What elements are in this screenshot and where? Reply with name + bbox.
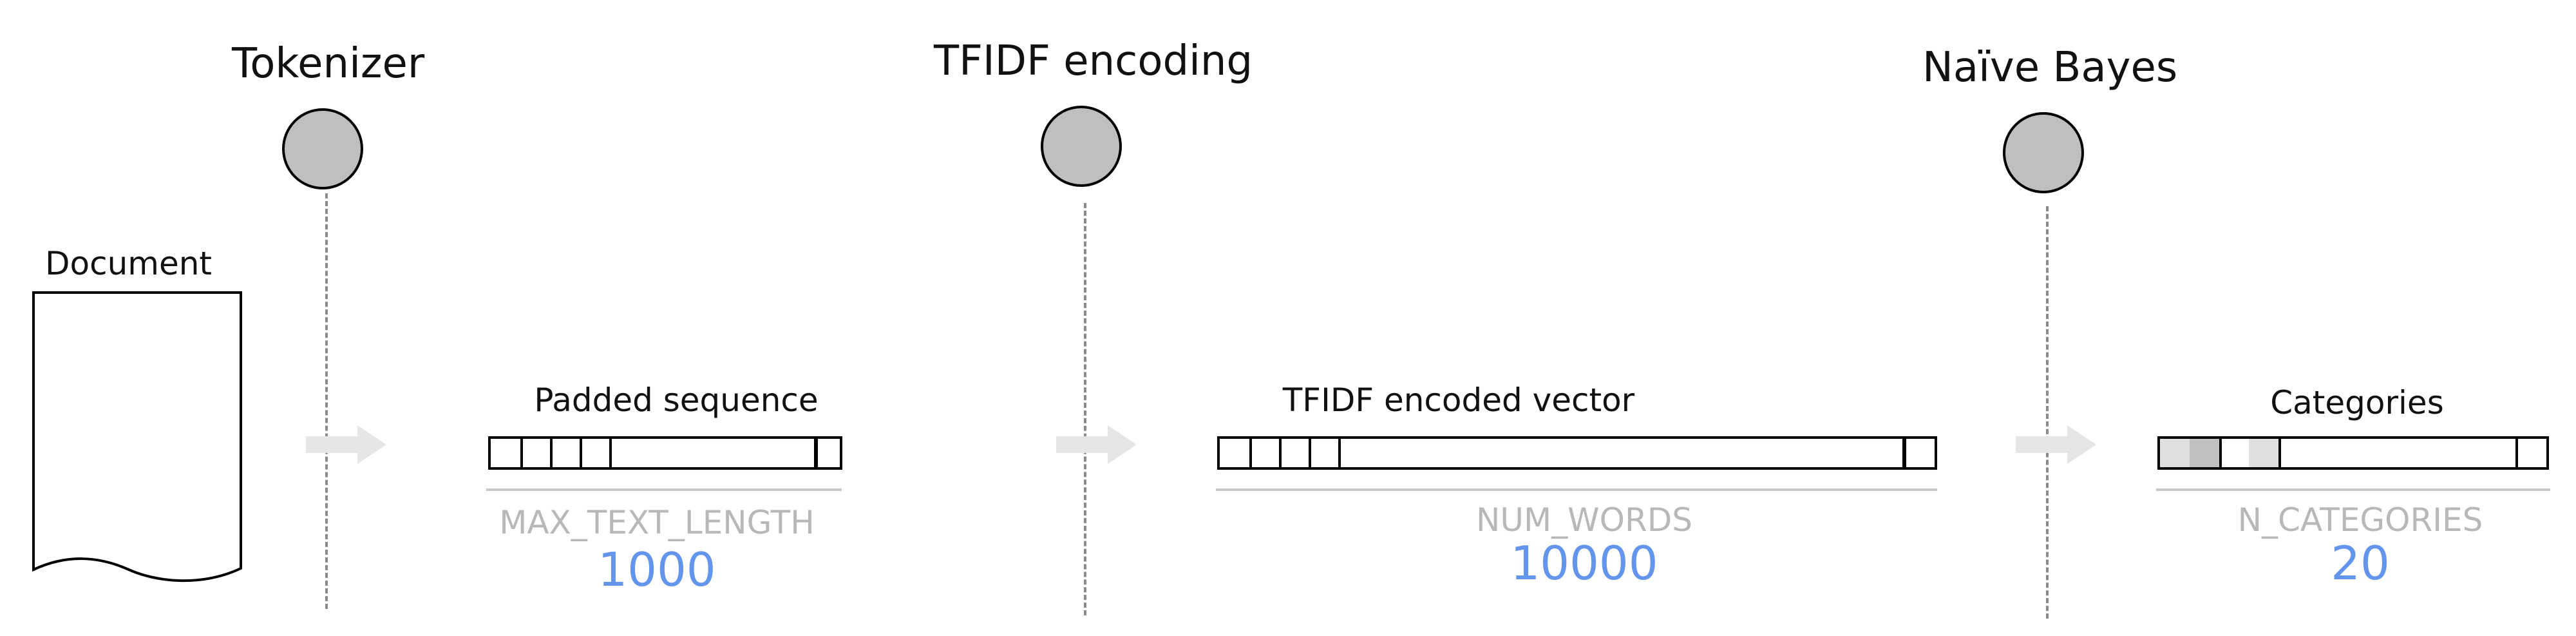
n-categories-label: N_CATEGORIES xyxy=(2237,501,2483,539)
vector-cell xyxy=(1309,439,1341,467)
vector-cell xyxy=(1220,439,1906,467)
vector-cell xyxy=(1279,439,1311,467)
tokenizer-title: Tokenizer xyxy=(232,40,425,88)
flow-arrow-1 xyxy=(306,425,386,464)
category-cell xyxy=(2249,439,2281,467)
naive-bayes-title: Naïve Bayes xyxy=(1922,44,2178,92)
document-label: Document xyxy=(45,245,213,282)
n-categories-value: 20 xyxy=(2331,536,2390,590)
tfidf-divider xyxy=(1084,203,1086,615)
sequence-cell xyxy=(550,439,582,467)
num-words-label: NUM_WORDS xyxy=(1476,501,1692,539)
naive-bayes-divider xyxy=(2046,206,2049,619)
flow-arrow-2 xyxy=(1056,425,1137,464)
num-words-value: 10000 xyxy=(1510,536,1658,590)
categories-label: Categories xyxy=(2270,384,2444,421)
sequence-cell xyxy=(520,439,553,467)
vector-cell xyxy=(1220,439,1252,467)
tfidf-vector-label: TFIDF encoded vector xyxy=(1282,381,1635,419)
sequence-cell xyxy=(580,439,612,467)
tokenizer-node xyxy=(282,108,363,189)
sequence-cell xyxy=(491,439,523,467)
document-icon xyxy=(32,291,242,583)
categories-bar xyxy=(2157,436,2549,470)
categories-dimension-rule xyxy=(2156,488,2550,491)
tfidf-dimension-rule xyxy=(1216,488,1937,491)
padded-sequence-label: Padded sequence xyxy=(534,381,819,419)
naive-bayes-node xyxy=(2003,112,2084,193)
tfidf-vector-bar xyxy=(1217,436,1937,470)
category-cell-selected xyxy=(2190,439,2222,467)
tfidf-encoding-title: TFIDF encoding xyxy=(934,37,1253,85)
vector-cell xyxy=(1249,439,1282,467)
flow-arrow-3 xyxy=(2016,425,2096,464)
max-text-length-label: MAX_TEXT_LENGTH xyxy=(499,504,815,541)
tokenizer-divider xyxy=(325,193,328,609)
sequence-cell xyxy=(491,439,818,467)
max-text-length-value: 1000 xyxy=(598,543,716,597)
category-cell xyxy=(2160,439,2518,467)
padded-dimension-rule xyxy=(486,488,842,491)
padded-sequence-bar xyxy=(488,436,842,470)
tfidf-node xyxy=(1041,106,1122,187)
